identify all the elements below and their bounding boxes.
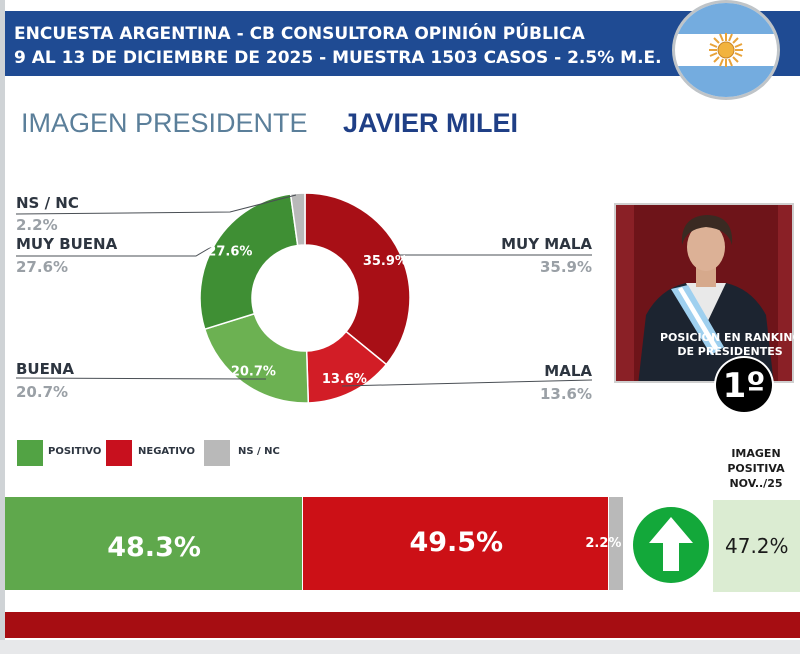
previous-value-box xyxy=(713,500,800,592)
donut-data-label-muy-mala: 35.9% xyxy=(363,254,408,269)
legend-label-ns-nc: NS / NC xyxy=(238,446,280,457)
value-ns-nc: 2.2% xyxy=(16,216,58,234)
president-portrait-image xyxy=(616,205,792,381)
donut-slice-muy-mala xyxy=(304,192,411,366)
donut-slice-muy-buena xyxy=(199,193,299,331)
label-muy-mala: MUY MALA xyxy=(501,235,592,253)
footer-bar xyxy=(5,612,800,638)
donut-data-label-buena: 20.7% xyxy=(231,364,276,379)
value-buena: 20.7% xyxy=(16,383,69,401)
header-bar: ENCUESTA ARGENTINA - CB CONSULTORA OPINI… xyxy=(5,11,800,76)
bar-segment-positivo xyxy=(5,497,303,590)
legend-swatch-ns-nc xyxy=(204,440,230,466)
page-title-prefix: IMAGEN PRESIDENTE xyxy=(21,108,308,138)
leader-line-buena xyxy=(15,377,267,380)
donut-data-label-muy-buena: 27.6% xyxy=(207,244,252,259)
legend-swatch-positivo xyxy=(17,440,43,466)
previous-value: 47.2% xyxy=(725,534,789,558)
donut-data-label-mala: 13.6% xyxy=(322,372,367,387)
argentina-flag-icon xyxy=(672,0,780,100)
legend-swatch-negativo xyxy=(106,440,132,466)
page-title-president: JAVIER MILEI xyxy=(343,108,519,138)
sun-of-may-icon xyxy=(709,33,743,67)
label-buena: BUENA xyxy=(16,360,75,378)
page-bottom-strip xyxy=(0,640,800,654)
previous-title-line-3: NOV../25 xyxy=(729,477,783,490)
bar-label-positivo: 48.3% xyxy=(107,532,201,563)
bar-segment-negativo xyxy=(303,497,609,590)
bar-label-ns-nc: 2.2% xyxy=(585,536,622,551)
ranking-caption-line-1: POSICIÓN EN RANKING xyxy=(660,331,800,344)
legend-label-negativo: NEGATIVO xyxy=(138,446,195,457)
donut-slice-ns-nc xyxy=(289,192,306,247)
leader-line-muy-buena xyxy=(16,245,214,257)
left-frame-border xyxy=(0,0,5,654)
leader-line-mala xyxy=(341,379,593,387)
value-muy-mala: 35.9% xyxy=(539,258,592,276)
label-muy-buena: MUY BUENA xyxy=(16,235,118,253)
label-mala: MALA xyxy=(544,362,592,380)
label-ns-nc: NS / NC xyxy=(16,194,79,212)
ranking-caption-line-2: DE PRESIDENTES xyxy=(677,345,783,358)
ranking-value: 1º xyxy=(722,366,766,406)
flag-stripe-top xyxy=(675,3,777,35)
header-survey-title: ENCUESTA ARGENTINA - CB CONSULTORA OPINI… xyxy=(14,24,585,44)
legend-label-positivo: POSITIVO xyxy=(48,446,102,457)
ranking-badge xyxy=(714,356,774,414)
donut-slice-buena xyxy=(203,312,310,404)
value-mala: 13.6% xyxy=(539,385,592,403)
bar-segment-ns-nc xyxy=(609,497,623,590)
arrow-up-glyph xyxy=(649,517,693,571)
leader-line-ns-nc xyxy=(15,194,297,215)
arrow-up-icon xyxy=(633,507,709,583)
previous-title-line-1: IMAGEN xyxy=(731,447,781,460)
flag-stripe-bottom xyxy=(675,65,777,97)
bar-label-negativo: 49.5% xyxy=(409,527,504,558)
previous-title-line-2: POSITIVA xyxy=(727,462,785,475)
value-muy-buena: 27.6% xyxy=(16,258,69,276)
president-photo xyxy=(614,203,794,383)
header-survey-details: 9 AL 13 DE DICIEMBRE DE 2025 - MUESTRA 1… xyxy=(14,48,662,68)
